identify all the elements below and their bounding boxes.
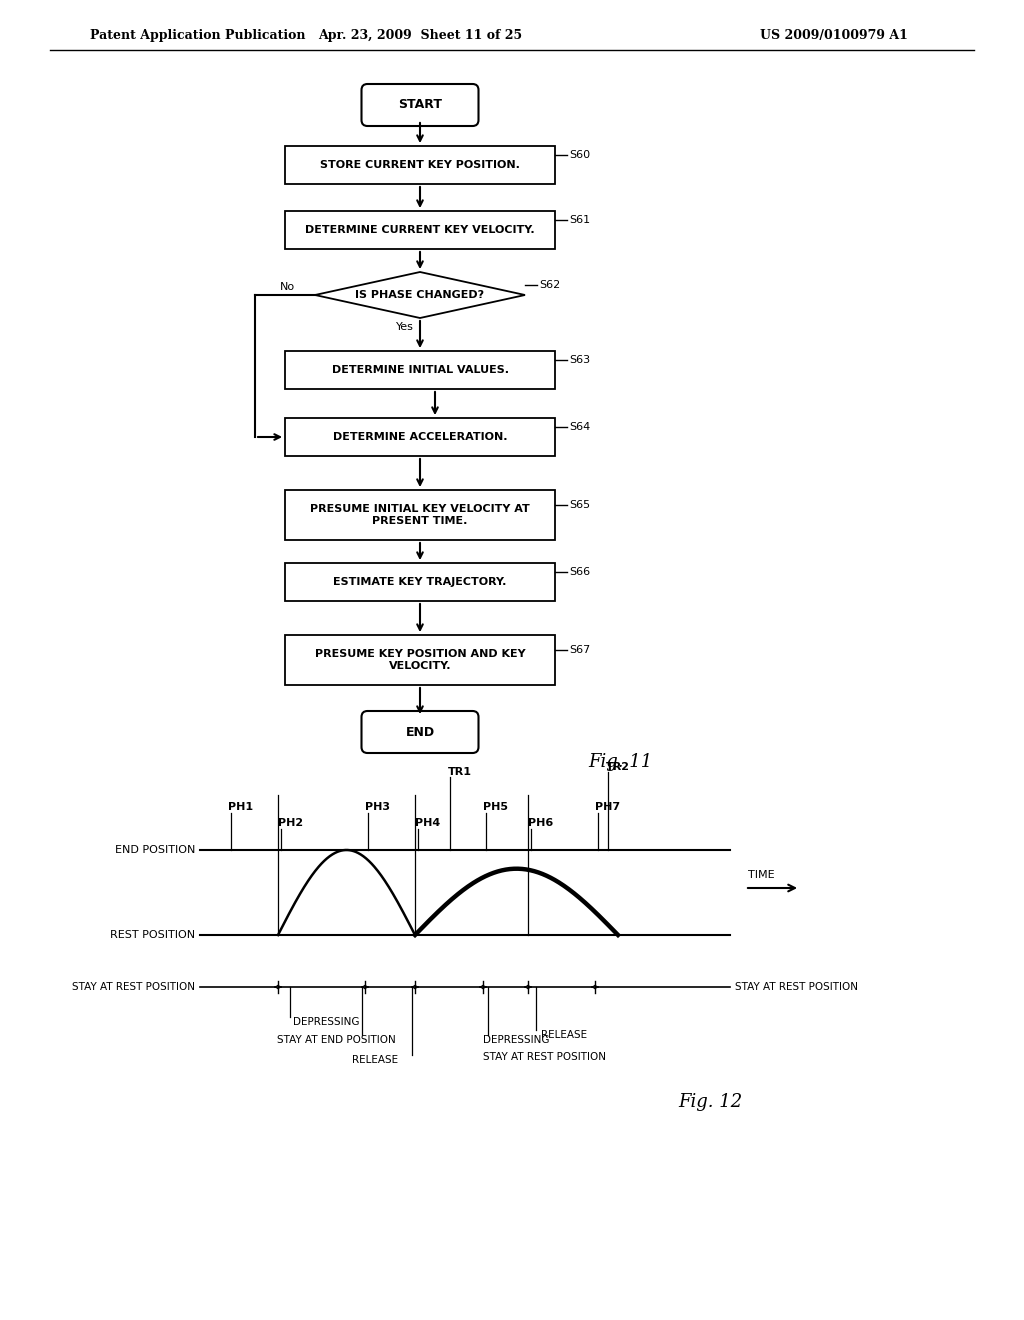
Text: PH6: PH6 bbox=[528, 818, 553, 828]
Text: S62: S62 bbox=[539, 280, 560, 290]
Text: STAY AT REST POSITION: STAY AT REST POSITION bbox=[483, 1052, 606, 1063]
Text: END: END bbox=[406, 726, 434, 738]
FancyBboxPatch shape bbox=[285, 418, 555, 455]
FancyBboxPatch shape bbox=[361, 711, 478, 752]
FancyBboxPatch shape bbox=[285, 147, 555, 183]
Text: S60: S60 bbox=[569, 150, 590, 160]
Text: S67: S67 bbox=[569, 645, 590, 655]
Text: S66: S66 bbox=[569, 568, 590, 577]
Text: Patent Application Publication: Patent Application Publication bbox=[90, 29, 305, 41]
Text: PH3: PH3 bbox=[365, 803, 390, 812]
Text: DEPRESSING: DEPRESSING bbox=[293, 1016, 359, 1027]
Text: PRESUME KEY POSITION AND KEY
VELOCITY.: PRESUME KEY POSITION AND KEY VELOCITY. bbox=[314, 649, 525, 671]
Text: Fig. 12: Fig. 12 bbox=[678, 1093, 742, 1111]
Text: No: No bbox=[280, 282, 295, 292]
Text: STAY AT END POSITION: STAY AT END POSITION bbox=[278, 1035, 395, 1045]
FancyBboxPatch shape bbox=[285, 564, 555, 601]
Text: S61: S61 bbox=[569, 215, 590, 224]
Text: START: START bbox=[398, 99, 442, 111]
Text: IS PHASE CHANGED?: IS PHASE CHANGED? bbox=[355, 290, 484, 300]
FancyBboxPatch shape bbox=[285, 351, 555, 389]
Text: TIME: TIME bbox=[748, 870, 774, 880]
Text: DETERMINE CURRENT KEY VELOCITY.: DETERMINE CURRENT KEY VELOCITY. bbox=[305, 224, 535, 235]
Text: RELEASE: RELEASE bbox=[541, 1030, 587, 1040]
FancyBboxPatch shape bbox=[285, 211, 555, 249]
Text: STAY AT REST POSITION: STAY AT REST POSITION bbox=[72, 982, 195, 993]
Text: PH7: PH7 bbox=[595, 803, 621, 812]
Text: PRESUME INITIAL KEY VELOCITY AT
PRESENT TIME.: PRESUME INITIAL KEY VELOCITY AT PRESENT … bbox=[310, 504, 529, 525]
Text: S64: S64 bbox=[569, 422, 590, 432]
Text: PH5: PH5 bbox=[483, 803, 508, 812]
FancyBboxPatch shape bbox=[285, 635, 555, 685]
Text: DEPRESSING: DEPRESSING bbox=[483, 1035, 550, 1045]
Text: Yes: Yes bbox=[396, 322, 414, 333]
Text: TR2: TR2 bbox=[606, 762, 630, 772]
Polygon shape bbox=[315, 272, 525, 318]
Text: STORE CURRENT KEY POSITION.: STORE CURRENT KEY POSITION. bbox=[321, 160, 520, 170]
Text: END POSITION: END POSITION bbox=[115, 845, 195, 855]
Text: PH1: PH1 bbox=[228, 803, 253, 812]
Text: S65: S65 bbox=[569, 500, 590, 510]
FancyBboxPatch shape bbox=[285, 490, 555, 540]
Text: PH4: PH4 bbox=[415, 818, 440, 828]
Text: TR1: TR1 bbox=[449, 767, 472, 777]
Text: S63: S63 bbox=[569, 355, 590, 366]
Text: REST POSITION: REST POSITION bbox=[110, 931, 195, 940]
FancyBboxPatch shape bbox=[361, 84, 478, 125]
Text: Fig. 11: Fig. 11 bbox=[588, 752, 652, 771]
Text: DETERMINE ACCELERATION.: DETERMINE ACCELERATION. bbox=[333, 432, 507, 442]
Text: US 2009/0100979 A1: US 2009/0100979 A1 bbox=[760, 29, 908, 41]
Text: ESTIMATE KEY TRAJECTORY.: ESTIMATE KEY TRAJECTORY. bbox=[334, 577, 507, 587]
Text: RELEASE: RELEASE bbox=[352, 1055, 398, 1065]
Text: DETERMINE INITIAL VALUES.: DETERMINE INITIAL VALUES. bbox=[332, 366, 509, 375]
Text: STAY AT REST POSITION: STAY AT REST POSITION bbox=[735, 982, 858, 993]
Text: Apr. 23, 2009  Sheet 11 of 25: Apr. 23, 2009 Sheet 11 of 25 bbox=[317, 29, 522, 41]
Text: PH2: PH2 bbox=[278, 818, 303, 828]
